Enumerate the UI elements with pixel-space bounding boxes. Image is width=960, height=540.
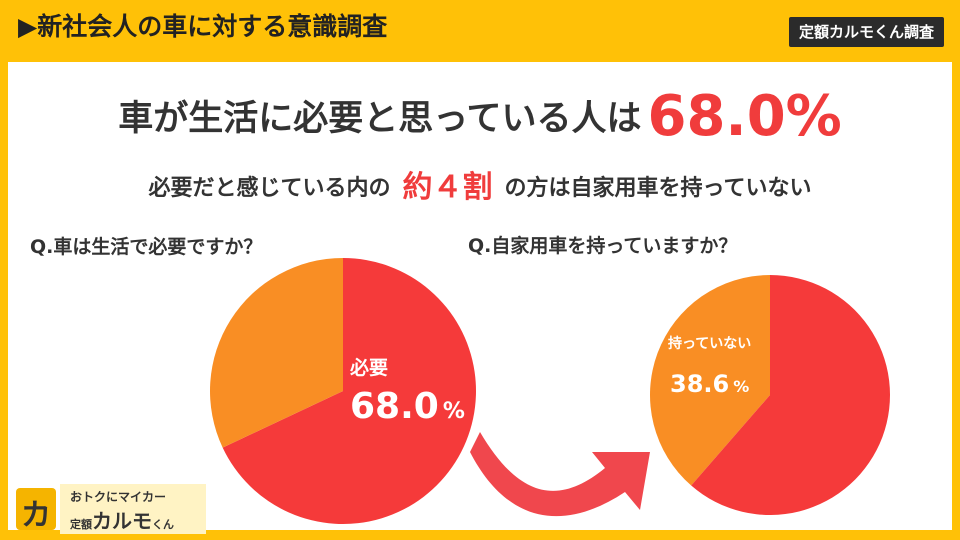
page-title: ▶新社会人の車に対する意識調査 xyxy=(18,12,388,41)
pie1-label: 必要 xyxy=(349,356,388,379)
subline-highlight: 約４割 xyxy=(402,170,493,205)
pie1-unit: % xyxy=(443,399,465,424)
logo-name: 定額カルモくん xyxy=(70,505,174,534)
arrow-shape xyxy=(470,432,650,517)
brand-logo: カ おトクにマイカー 定額カルモくん xyxy=(8,484,208,534)
pie1-value: 68.0 xyxy=(350,386,439,427)
logo-mark-letter: カ xyxy=(21,498,51,533)
logo-mark: カ xyxy=(16,488,56,533)
pie-chart-need xyxy=(209,258,477,524)
question-2: Q.自家用車を持っていますか？ xyxy=(468,235,738,257)
pie1-slice-1 xyxy=(209,258,343,448)
pie2-label: 持っていない xyxy=(668,335,751,352)
subline-after: の方は自家用車を持っていない xyxy=(504,176,812,201)
question-1: Q.車は生活で必要ですか？ xyxy=(30,236,263,258)
pie2-value: 38.6 xyxy=(670,370,729,398)
pie1-slice-0 xyxy=(222,258,477,524)
headline-percent: 68.0% xyxy=(647,84,842,149)
pie2-unit: % xyxy=(733,377,749,396)
pie-chart-own xyxy=(650,275,890,515)
headline: 車が生活に必要と思っている人は 68.0% xyxy=(8,84,952,149)
logo-brand: カルモ xyxy=(92,509,152,533)
subline-before: 必要だと感じている内の xyxy=(148,176,391,201)
logo-prefix: 定額 xyxy=(70,518,92,531)
svg-text:68.0%: 68.0% xyxy=(350,386,465,427)
logo-text: おトクにマイカー 定額カルモくん xyxy=(60,484,206,534)
pie2-annotation: 持っていない 38.6% xyxy=(668,335,751,398)
survey-badge: 定額カルモくん調査 xyxy=(788,17,944,47)
pie2-slice-0 xyxy=(650,275,770,486)
pie2-slice-1 xyxy=(691,275,890,515)
logo-suffix: くん xyxy=(152,518,174,531)
svg-text:38.6%: 38.6% xyxy=(670,370,749,398)
pie1-annotation: 必要 68.0% xyxy=(349,356,465,427)
headline-text: 車が生活に必要と思っている人は xyxy=(118,99,642,139)
logo-tagline: おトクにマイカー xyxy=(70,490,167,504)
subline: 必要だと感じている内の 約４割 の方は自家用車を持っていない xyxy=(8,162,952,206)
